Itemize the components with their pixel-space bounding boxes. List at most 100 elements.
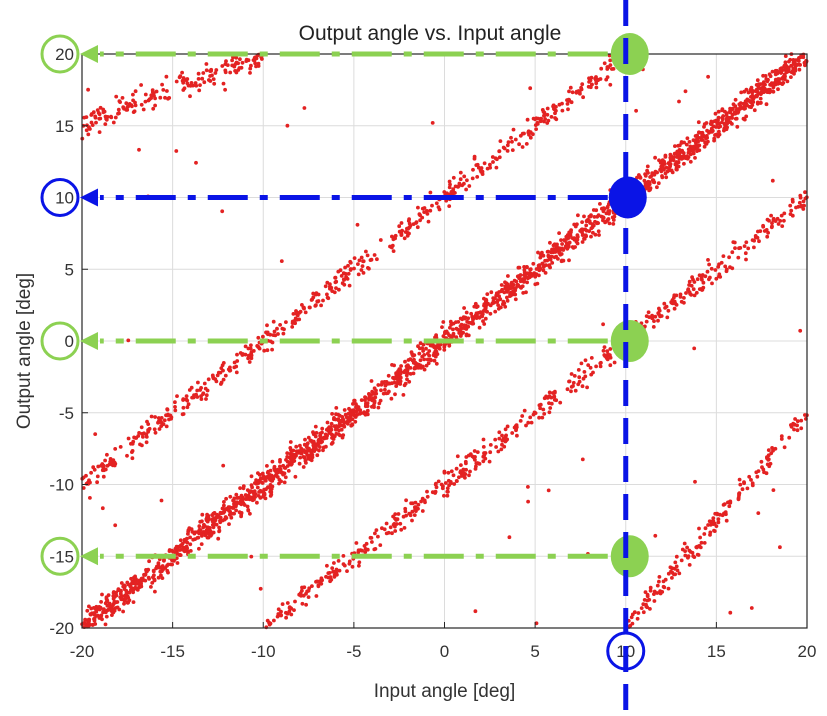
data-point: [105, 452, 109, 457]
data-point: [760, 465, 764, 470]
data-point: [95, 480, 99, 485]
data-point: [209, 69, 214, 73]
data-point: [513, 297, 518, 302]
data-point: [442, 493, 446, 498]
data-point: [582, 236, 586, 241]
data-point: [408, 223, 413, 228]
data-point: [744, 87, 749, 92]
data-point: [348, 260, 353, 265]
data-point: [163, 95, 167, 100]
data-point: [710, 129, 715, 133]
data-point: [580, 220, 584, 225]
data-point: [744, 240, 749, 245]
data-point: [199, 542, 204, 546]
data-point: [298, 309, 303, 314]
data-point: [181, 405, 186, 410]
data-point: [199, 386, 204, 390]
data-point: [283, 475, 288, 480]
data-point: [153, 430, 158, 435]
data-point: [363, 550, 368, 554]
data-point: [776, 222, 781, 226]
data-point: [153, 589, 157, 594]
data-point: [743, 106, 747, 111]
data-point: [420, 509, 425, 513]
data-point: [538, 255, 543, 260]
data-point: [223, 62, 228, 66]
data-point: [345, 569, 349, 573]
data-point: [728, 610, 733, 615]
data-point: [275, 614, 280, 619]
green-tick-circle: [40, 321, 80, 361]
data-point: [186, 549, 190, 554]
data-point: [271, 333, 276, 337]
data-point: [648, 588, 653, 593]
data-point: [728, 500, 733, 505]
data-point: [716, 265, 721, 269]
data-point: [679, 299, 684, 304]
data-point: [743, 251, 748, 256]
data-point: [421, 342, 426, 347]
data-point: [342, 563, 347, 568]
data-point: [311, 443, 316, 448]
data-point: [612, 360, 617, 365]
data-point: [284, 320, 288, 324]
data-point: [594, 364, 598, 369]
data-point: [92, 617, 96, 621]
data-point: [570, 236, 575, 241]
data-point: [111, 596, 116, 601]
data-point: [413, 365, 417, 370]
data-point: [596, 221, 600, 226]
data-point: [436, 479, 441, 484]
data-point: [608, 347, 613, 351]
data-point: [497, 430, 502, 435]
data-point: [768, 74, 773, 79]
data-point: [353, 415, 358, 419]
data-point: [525, 280, 529, 285]
data-point: [175, 561, 180, 565]
data-point: [303, 310, 308, 315]
data-point: [682, 161, 686, 166]
data-point: [792, 422, 797, 427]
y-tick-label: -20: [49, 619, 74, 638]
data-point: [328, 284, 332, 289]
data-point: [451, 327, 455, 332]
data-point: [755, 474, 760, 479]
data-point: [447, 204, 452, 209]
data-point: [696, 120, 701, 125]
data-point: [203, 386, 208, 391]
data-point: [347, 419, 352, 423]
data-point: [502, 146, 507, 151]
data-point: [441, 320, 446, 324]
data-point: [785, 79, 790, 84]
data-point: [320, 426, 325, 431]
data-point: [506, 274, 510, 278]
data-point: [394, 371, 398, 376]
data-point: [557, 102, 562, 107]
data-point: [244, 59, 249, 63]
data-point: [319, 303, 323, 308]
data-point: [238, 57, 242, 62]
data-point: [196, 380, 200, 385]
data-point: [343, 271, 348, 276]
data-point: [295, 313, 300, 318]
data-point: [750, 103, 755, 107]
data-point: [405, 226, 409, 231]
data-point: [268, 489, 273, 494]
data-point: [769, 225, 774, 230]
data-point: [448, 319, 453, 324]
data-point: [599, 360, 603, 365]
data-point: [611, 222, 616, 226]
data-point: [687, 279, 692, 284]
data-point: [581, 95, 585, 100]
data-point: [770, 178, 775, 183]
data-point: [801, 199, 806, 204]
data-point: [265, 474, 270, 479]
data-point: [573, 245, 577, 249]
data-point: [170, 558, 174, 563]
data-point: [348, 415, 352, 419]
data-point: [684, 291, 688, 295]
data-point: [336, 269, 341, 274]
data-point: [228, 365, 232, 370]
data-point: [510, 139, 514, 144]
data-point: [324, 444, 328, 449]
